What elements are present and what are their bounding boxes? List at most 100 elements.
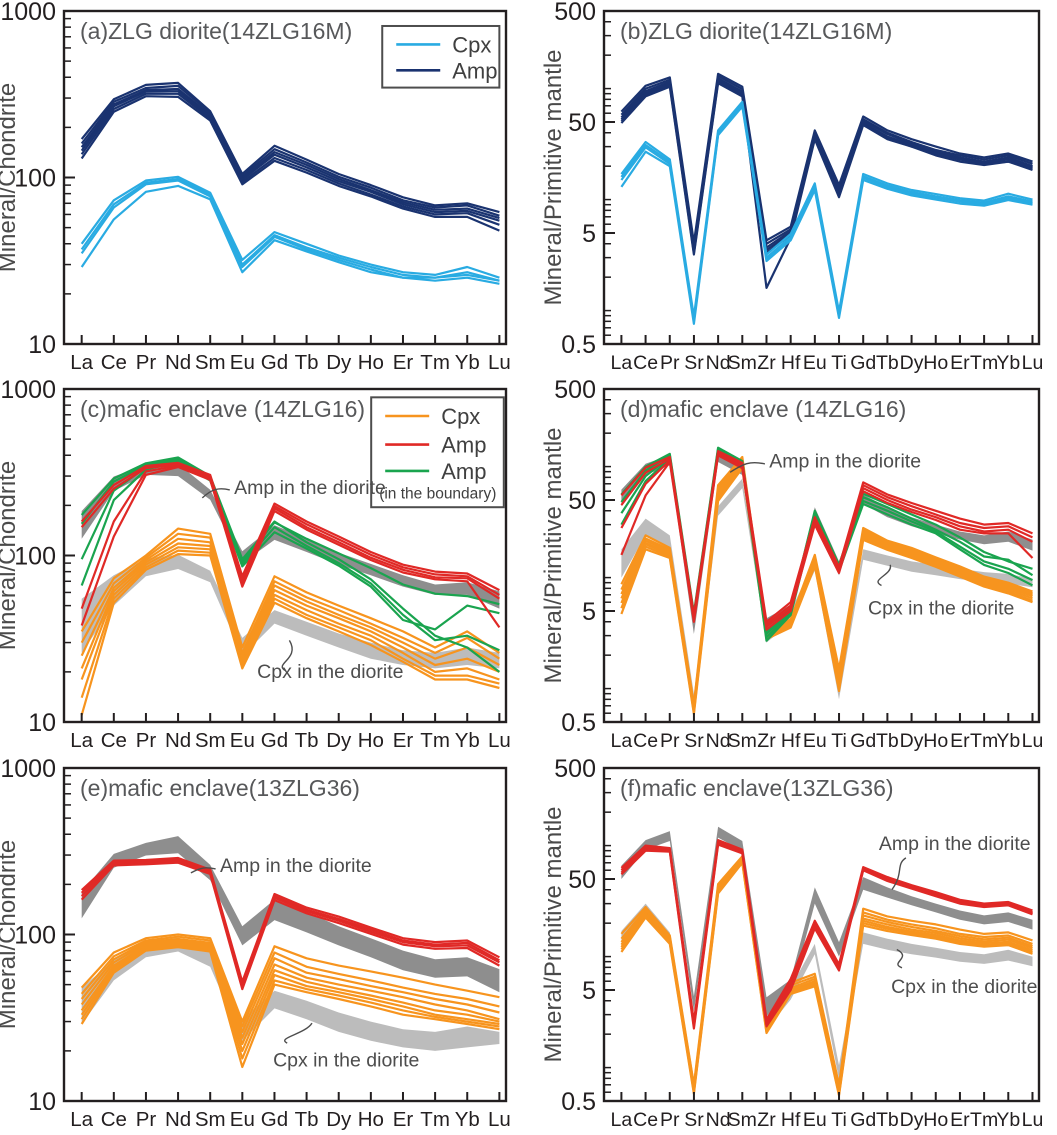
y-tick-label: 5 (582, 977, 596, 1005)
x-tick-label: Nd (165, 729, 191, 752)
series-line-cpx (620, 102, 1033, 321)
x-tick-label: Lu (1022, 730, 1044, 752)
x-tick-label: Dy (326, 351, 352, 374)
x-tick-label: Tb (295, 1108, 319, 1131)
series-line-cpx (80, 542, 500, 673)
series-line-amp (80, 92, 500, 226)
x-tick-label: Yb (455, 1108, 480, 1131)
x-tick-label: Tm (970, 1109, 998, 1131)
x-tick-label: Tb (876, 1109, 899, 1131)
series-line-cpx (80, 549, 500, 699)
x-tick-label: Nd (706, 730, 731, 752)
series-line-cpx (80, 942, 500, 1052)
series-line-cpx (620, 104, 1033, 323)
x-tick-label: Ce (101, 351, 127, 374)
x-tick-label: La (70, 1108, 93, 1131)
x-tick-label: La (611, 352, 633, 374)
series-line-amp (80, 861, 500, 991)
y-tick-label: 1000 (0, 757, 56, 783)
x-tick-label: Nd (706, 352, 731, 374)
y-tick-label: 100 (14, 543, 56, 571)
series-line-amp (80, 860, 500, 988)
x-tick-label: Gd (850, 730, 876, 752)
y-tick-label: 10 (28, 1088, 56, 1116)
x-tick-label: Hf (781, 352, 801, 374)
x-tick-label: Yb (455, 729, 480, 752)
x-tick-label: Hf (781, 730, 801, 752)
legend-sublabel: (in the boundary) (379, 485, 496, 502)
legend-box (381, 24, 501, 89)
x-tick-label: Eu (803, 1109, 827, 1131)
series-line-amp (80, 90, 500, 222)
annotation-text: Amp in the diorite (234, 477, 386, 499)
plot-frame (602, 9, 1041, 346)
series-line-amp-in-the-boundary (80, 456, 501, 673)
annotation-leader (729, 461, 766, 473)
annotation-leader (281, 640, 293, 671)
x-tick-label: Hf (781, 1109, 801, 1131)
series-line-amp (80, 464, 500, 609)
series-line-amp (620, 843, 1033, 1030)
panel-title: (f)mafic enclave(13ZLG36) (620, 775, 894, 801)
x-tick-label: Ce (633, 1109, 658, 1131)
y-tick-label: 50 (568, 109, 596, 137)
series-line-amp (80, 84, 500, 217)
x-tick-label: Ce (633, 730, 658, 752)
y-axis-label: Mineral/Chondrite (0, 461, 21, 650)
series-line-cpx (620, 861, 1033, 1097)
panel-c: 1000 100 10 La Ce Pr Nd Sm Eu Gd Tb Dy Ho Er Tm Yb Lu Min… (0, 376, 528, 756)
annotation-text: Cpx in the diorite (273, 1050, 419, 1072)
band-cpx-in-the-diorite (621, 478, 1033, 714)
y-tick-label: 0.5 (561, 331, 596, 359)
annotation-text: Amp in the diorite (769, 450, 921, 472)
x-tick-label: Ce (633, 352, 658, 374)
panel-e: 1000 100 10 La Ce Pr Nd Sm Eu Gd Tb Dy Ho Er Tm Yb Lu Min… (0, 755, 528, 1135)
annotation-text: Amp in the diorite (879, 833, 1031, 855)
x-tick-label: Dy (326, 729, 352, 752)
plot-frame (62, 766, 508, 1103)
x-tick-label: Zr (757, 730, 776, 752)
series-line-cpx (620, 105, 1033, 325)
series-line-amp (80, 461, 500, 592)
series-line-amp (80, 95, 500, 232)
x-tick-label: Sm (728, 1109, 757, 1131)
x-tick-label: Sm (728, 730, 757, 752)
panel-f: 500 50 5 0.5 La Ce Pr Sr Nd Sm Zr Hf Eu Ti Gd Tb Dy Ho Er T… (529, 755, 1057, 1135)
plot-frame (62, 9, 508, 346)
x-tick-label: Gd (850, 352, 876, 374)
y-axis-label: Mineral/Primitive mantle (540, 806, 567, 1062)
y-tick-label: 100 (14, 922, 56, 950)
x-tick-label: Lu (1022, 352, 1044, 374)
y-tick-label: 50 (568, 487, 596, 515)
x-tick-label: Sm (728, 352, 757, 374)
x-tick-label: Tm (420, 1108, 450, 1131)
x-tick-label: Er (950, 1109, 970, 1131)
x-tick-label: Tm (420, 729, 450, 752)
series-line-amp (620, 454, 1034, 631)
x-tick-label: Ho (358, 1108, 384, 1131)
x-tick-label: Sm (195, 1108, 226, 1131)
x-tick-label: Sr (684, 352, 704, 374)
x-tick-label: Er (950, 352, 970, 374)
x-tick-label: Tb (295, 729, 319, 752)
y-axis-label: Mineral/Primitive mantle (540, 427, 567, 683)
x-tick-label: Tb (876, 730, 899, 752)
y-tick-label: 100 (14, 165, 56, 193)
x-tick-label: Nd (165, 1108, 191, 1131)
x-tick-label: Tm (970, 352, 998, 374)
series-line-cpx (80, 939, 500, 1039)
series-line-cpx (80, 553, 500, 716)
series-line-cpx (620, 856, 1033, 1089)
series-line-amp (80, 463, 500, 596)
legend-label: Amp (441, 459, 486, 484)
x-tick-label: Ho (923, 352, 948, 374)
x-tick-label: Ho (923, 730, 948, 752)
y-axis-label: Mineral/Chondrite (0, 83, 21, 272)
x-tick-label: Yb (996, 730, 1020, 752)
band-cpx-in-the-diorite (621, 855, 1033, 1094)
series-line-cpx (620, 463, 1033, 712)
legend-label: Amp (452, 58, 497, 83)
x-tick-label: Ti (831, 1109, 847, 1131)
y-axis-label: Mineral/Primitive mantle (540, 49, 567, 305)
